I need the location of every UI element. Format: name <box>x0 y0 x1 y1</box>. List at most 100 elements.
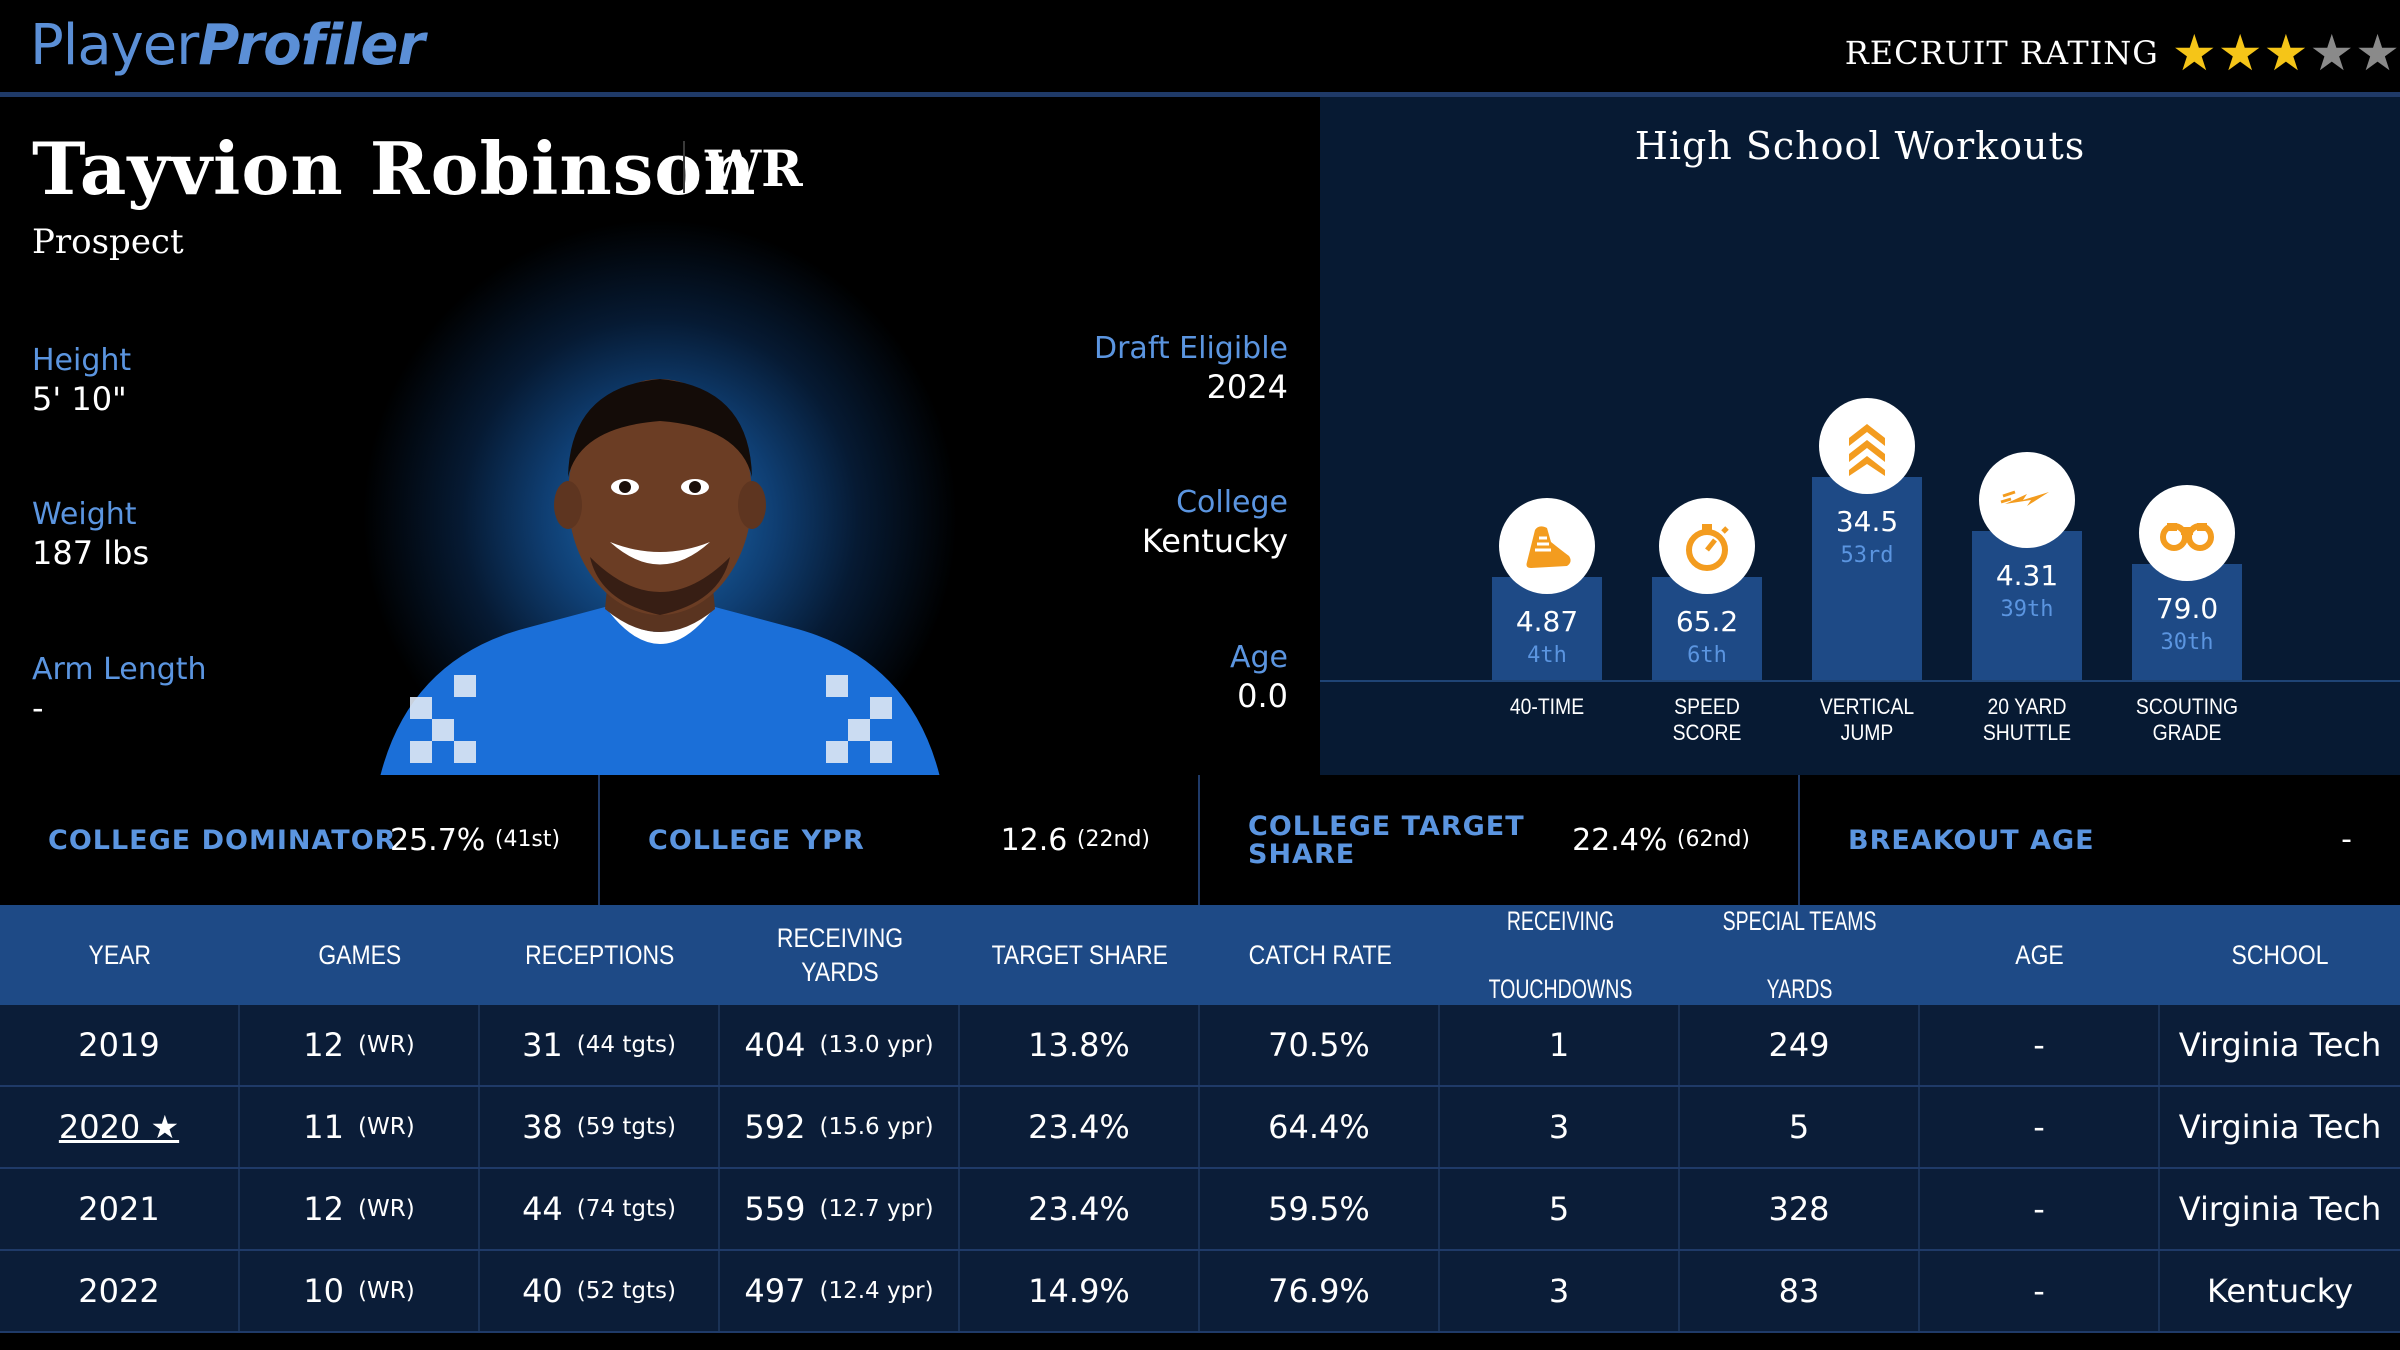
workout-value: 34.5 <box>1835 505 1899 538</box>
cell-receiving-yards: 592 (15.6 ypr) <box>720 1087 960 1167</box>
cell-games: 10 (WR) <box>240 1251 480 1331</box>
cell-receiving-yards: 559 (12.7 ypr) <box>720 1169 960 1249</box>
cell-receiving-touchdowns: 1 <box>1440 1005 1680 1085</box>
metric-value: 12.6 (22nd) <box>1000 823 1150 858</box>
player-position: WR <box>705 139 803 198</box>
chevrons-up-icon <box>1819 398 1915 494</box>
cell-receptions: 38 (59 tgts) <box>480 1087 720 1167</box>
arm-length-label: Arm Length <box>32 652 207 687</box>
college-metrics-strip: COLLEGE DOMINATOR 25.7% (41st) COLLEGE Y… <box>0 775 2400 905</box>
metric-label: BREAKOUT AGE <box>1848 825 2095 856</box>
cell-target-share: 23.4% <box>960 1169 1200 1249</box>
table-row: 2019 12 (WR) 31 (44 tgts) 404 (13.0 ypr) 13… <box>0 1005 2400 1087</box>
name-divider <box>683 141 685 193</box>
high-school-workouts-panel: High School Workouts 4.87 4th 40-TIME 65… <box>1320 97 2400 775</box>
workout-label: SPEED SCORE <box>1672 694 1742 745</box>
cell-receiving-touchdowns: 5 <box>1440 1169 1680 1249</box>
cell-age: - <box>1920 1169 2160 1249</box>
recruit-rating-label: RECRUIT RATING <box>1844 34 2159 72</box>
metric-label: COLLEGE YPR <box>648 825 865 856</box>
cell-year: 2022 <box>0 1251 240 1331</box>
column-header-school[interactable]: SCHOOL <box>2231 940 2329 970</box>
cell-school: Virginia Tech <box>2178 1108 2382 1146</box>
workout-bar-20-yard-shuttle[interactable] <box>1972 531 2082 680</box>
table-row: 2020 ★ 11 (WR) 38 (59 tgts) 592 (15.6 ypr) … <box>0 1087 2400 1169</box>
cell-age: - <box>1920 1005 2160 1085</box>
header-divider <box>0 92 2400 97</box>
running-shoe-icon <box>1499 498 1595 594</box>
star-icon: ★ <box>2171 24 2217 82</box>
cell-games: 12 (WR) <box>240 1005 480 1085</box>
site-logo[interactable]: PlayerProfiler <box>30 13 425 78</box>
lightning-icon <box>1979 452 2075 548</box>
cell-catch-rate: 76.9% <box>1200 1251 1440 1331</box>
cell-receiving-yards: 404 (13.0 ypr) <box>720 1005 960 1085</box>
height-label: Height <box>32 343 132 378</box>
metric-label: COLLEGE DOMINATOR <box>48 825 397 856</box>
cell-age: - <box>1920 1251 2160 1331</box>
height-value: 5' 10" <box>32 380 127 418</box>
workout-rank: 39th <box>2000 597 2054 622</box>
cell-games: 12 (WR) <box>240 1169 480 1249</box>
metric-college-target-share[interactable]: COLLEGE TARGET SHARE 22.4% (62nd) <box>1200 775 1800 905</box>
metric-college-ypr[interactable]: COLLEGE YPR 12.6 (22nd) <box>600 775 1200 905</box>
cell-receptions: 40 (52 tgts) <box>480 1251 720 1331</box>
column-header-receiving-yards[interactable]: RECEIVING YARDS <box>776 923 904 987</box>
cell-catch-rate: 64.4% <box>1200 1087 1440 1167</box>
workout-rank: 6th <box>1687 643 1727 668</box>
cell-year-link[interactable]: 2020 ★ <box>0 1087 240 1167</box>
workout-bar-speed-score[interactable] <box>1652 577 1762 680</box>
metric-value: - <box>2341 822 2352 857</box>
metric-college-dominator[interactable]: COLLEGE DOMINATOR 25.7% (41st) <box>0 775 600 905</box>
workout-bar-scouting-grade[interactable] <box>2132 564 2242 680</box>
column-header-games[interactable]: GAMES <box>318 940 402 970</box>
table-header: YEAR GAMES RECEPTIONS RECEIVING YARDS TA… <box>0 905 2400 1005</box>
metric-breakout-age[interactable]: BREAKOUT AGE - <box>1800 775 2400 905</box>
cell-receiving-touchdowns: 3 <box>1440 1087 1680 1167</box>
footer-edge <box>0 1334 2400 1350</box>
workout-value: 4.87 <box>1515 605 1579 638</box>
cell-receiving-yards: 497 (12.4 ypr) <box>720 1251 960 1331</box>
workout-label: SCOUTING GRADE <box>2135 694 2239 745</box>
logo-player: Player <box>30 13 199 78</box>
column-header-age[interactable]: AGE <box>2015 940 2065 970</box>
cell-special-teams-yards: 249 <box>1680 1005 1920 1085</box>
column-header-target-share[interactable]: TARGET SHARE <box>991 940 1169 970</box>
workout-bar-40-time[interactable] <box>1492 577 1602 680</box>
top-bar: PlayerProfiler RECRUIT RATING ★ ★ ★ ★ ★ <box>0 0 2400 92</box>
column-header-special-teams-yards[interactable]: SPECIAL TEAMS YARDS <box>1723 906 1877 1004</box>
metric-value: 25.7% (41st) <box>390 823 561 858</box>
arm-length-value: - <box>32 689 44 727</box>
workout-value: 4.31 <box>1995 559 2059 592</box>
cell-special-teams-yards: 328 <box>1680 1169 1920 1249</box>
column-header-receiving-touchdowns[interactable]: RECEIVING TOUCHDOWNS <box>1488 906 1632 1004</box>
workout-value: 79.0 <box>2155 592 2219 625</box>
cell-target-share: 14.9% <box>960 1251 1200 1331</box>
cell-year: 2019 <box>0 1005 240 1085</box>
binoculars-icon <box>2139 485 2235 581</box>
player-name: Tayvion Robinson <box>32 126 757 211</box>
cell-receptions: 31 (44 tgts) <box>480 1005 720 1085</box>
star-icon: ★ <box>2217 24 2263 82</box>
stopwatch-icon <box>1659 498 1755 594</box>
workout-label: 40-TIME <box>1509 694 1585 719</box>
cell-target-share: 13.8% <box>960 1005 1200 1085</box>
cell-games: 11 (WR) <box>240 1087 480 1167</box>
star-empty-icon: ★ <box>2355 24 2400 82</box>
workout-rank: 4th <box>1527 643 1567 668</box>
workout-rank: 53rd <box>1840 543 1894 568</box>
workout-bar-vertical-jump[interactable] <box>1812 477 1922 680</box>
draft-eligible-value: 2024 <box>1206 368 1288 406</box>
column-header-year[interactable]: YEAR <box>88 940 152 970</box>
cell-school: Kentucky <box>2206 1272 2354 1310</box>
column-header-receptions[interactable]: RECEPTIONS <box>525 940 675 970</box>
age-label: Age <box>1229 640 1288 675</box>
logo-profiler: Profiler <box>198 13 425 78</box>
age-value: 0.0 <box>1237 677 1288 715</box>
workout-label: 20 YARD SHUTTLE <box>1982 694 2072 745</box>
workouts-title: High School Workouts <box>1634 124 2086 168</box>
metric-label: COLLEGE TARGET SHARE <box>1248 811 1525 870</box>
column-header-catch-rate[interactable]: CATCH RATE <box>1248 940 1392 970</box>
star-empty-icon: ★ <box>2309 24 2355 82</box>
workout-value: 65.2 <box>1675 605 1739 638</box>
